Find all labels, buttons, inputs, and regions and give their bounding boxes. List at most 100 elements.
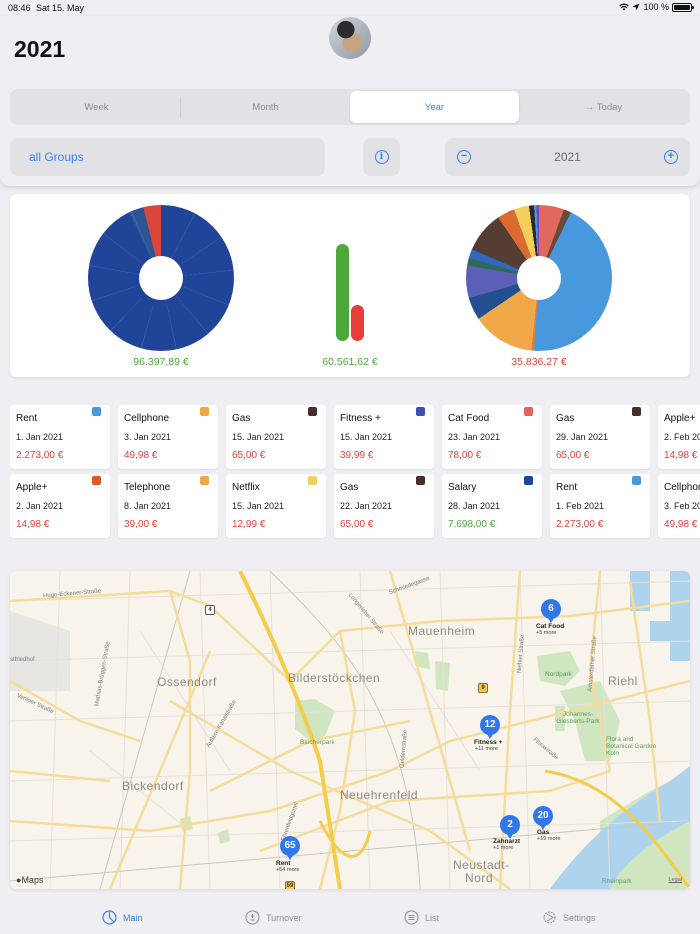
expense-donut-chart[interactable] xyxy=(466,205,612,351)
category-color-dot xyxy=(632,476,641,485)
groups-filter-button[interactable]: all Groups xyxy=(10,138,325,176)
transaction-card[interactable]: Apple+ 2. Jan 2021 14,98 € xyxy=(10,474,110,538)
park-label: Flora and Botanical Garden Koln xyxy=(606,736,657,757)
transaction-card[interactable]: Gas 22. Jan 2021 65,00 € xyxy=(334,474,434,538)
transaction-card[interactable]: Apple+ 2. Feb 2021 14,98 € xyxy=(658,405,700,469)
category-color-dot xyxy=(200,476,209,485)
transaction-amount: 39,99 € xyxy=(340,450,374,461)
info-button[interactable]: i xyxy=(363,138,400,176)
transaction-amount: 65,00 € xyxy=(556,450,590,461)
category-color-dot xyxy=(92,476,101,485)
park-label: Nordpark xyxy=(545,671,572,678)
wifi-icon xyxy=(619,3,630,11)
transaction-amount: 7.698,00 € xyxy=(448,519,496,530)
status-date: Sat 15. May xyxy=(36,3,85,13)
district-label: Neuehrenfeld xyxy=(340,788,419,802)
transaction-card[interactable]: Rent 1. Feb 2021 2.273,00 € xyxy=(550,474,650,538)
transaction-amount: 14,98 € xyxy=(664,450,698,461)
tab-settings[interactable]: Settings xyxy=(542,910,596,925)
transaction-card[interactable]: Fitness + 15. Jan 2021 39,99 € xyxy=(334,405,434,469)
transaction-name: Apple+ xyxy=(664,413,696,424)
transaction-card[interactable]: Telephone 8. Jan 2021 39,00 € xyxy=(118,474,218,538)
transaction-amount: 49,98 € xyxy=(124,450,158,461)
district-label: Ossendorf xyxy=(157,675,217,689)
cemetery-label: stfriedhof xyxy=(10,657,35,663)
transaction-name: Salary xyxy=(448,482,477,493)
gear-icon xyxy=(543,911,556,924)
transaction-card[interactable]: Netflix 15. Jan 2021 12,99 € xyxy=(226,474,326,538)
category-color-dot xyxy=(92,407,101,416)
road-badge: 4 xyxy=(205,605,215,615)
list-icon xyxy=(404,910,419,925)
transaction-name: Gas xyxy=(340,482,359,493)
transaction-name: Netflix xyxy=(232,482,260,493)
transaction-card[interactable]: Cat Food 23. Jan 2021 78,00 € xyxy=(442,405,542,469)
pin-more: +19 more xyxy=(537,836,561,842)
pin-more: +11 more xyxy=(475,746,498,752)
legal-link[interactable]: Legal xyxy=(668,877,682,883)
district-label: Mauenheim xyxy=(408,624,476,638)
transaction-card[interactable]: Gas 29. Jan 2021 65,00 € xyxy=(550,405,650,469)
transaction-card[interactable]: Gas 15. Jan 2021 65,00 € xyxy=(226,405,326,469)
road-badge: 9 xyxy=(478,683,488,693)
tab-label: Main xyxy=(123,912,143,923)
district-label: Bilderstöckchen xyxy=(288,671,381,685)
category-color-dot xyxy=(524,476,533,485)
plus-circle-icon[interactable]: + xyxy=(664,150,678,164)
transaction-name: Rent xyxy=(16,413,38,424)
transactions-map[interactable]: Ossendorf Bilderstöckchen Mauenheim Rieh… xyxy=(10,571,690,889)
transaction-amount: 39,00 € xyxy=(124,519,158,530)
transaction-date: 15. Jan 2021 xyxy=(232,501,285,511)
category-color-dot xyxy=(524,407,533,416)
tab-label: Settings xyxy=(563,912,596,923)
pin-more: +1 more xyxy=(493,845,514,851)
transaction-name: Apple+ xyxy=(16,482,48,493)
map-pin-fitness[interactable]: 12 xyxy=(480,715,500,739)
park-label: Johannes-Giesberts-Park xyxy=(556,711,600,725)
tab-label: Turnover xyxy=(266,912,302,923)
minus-circle-icon[interactable]: − xyxy=(457,150,471,164)
tab-turnover[interactable]: Turnover xyxy=(245,910,302,925)
transaction-card[interactable]: Rent 1. Jan 2021 2.273,00 € xyxy=(10,405,110,469)
pin-title: Rent xyxy=(276,860,291,867)
map-pin-gas[interactable]: 20 xyxy=(533,806,553,830)
tab-today[interactable]: → Today xyxy=(584,101,623,113)
transaction-card[interactable]: Salary 28. Jan 2021 7.698,00 € xyxy=(442,474,542,538)
map-pin-cat-food[interactable]: 6 xyxy=(541,599,561,623)
transaction-name: Cat Food xyxy=(448,413,490,424)
tab-label: List xyxy=(425,912,440,923)
battery-icon xyxy=(672,2,694,12)
transaction-card[interactable]: Cellphone 3. Jan 2021 49,98 € xyxy=(118,405,218,469)
transaction-date: 2. Jan 2021 xyxy=(16,501,64,511)
avatar[interactable] xyxy=(329,17,371,59)
transaction-card[interactable]: Cellphone 3. Feb 2021 49,98 € xyxy=(658,474,700,538)
transaction-amount: 49,98 € xyxy=(664,519,698,530)
transaction-name: Gas xyxy=(232,413,251,424)
tab-main[interactable]: Main xyxy=(102,910,143,925)
maps-logo: ●Maps xyxy=(16,875,44,885)
category-color-dot xyxy=(308,476,317,485)
transaction-amount: 2.273,00 € xyxy=(556,519,604,530)
tab-list[interactable]: List xyxy=(404,910,439,925)
transaction-cards: Rent 1. Jan 2021 2.273,00 € Cellphone 3.… xyxy=(10,405,700,540)
category-color-dot xyxy=(632,407,641,416)
income-bar xyxy=(336,244,349,341)
income-donut-chart[interactable] xyxy=(88,205,234,351)
tab-bar: Main Turnover List Settings xyxy=(0,900,700,934)
tab-month[interactable]: Month xyxy=(252,101,279,113)
tab-week[interactable]: Week xyxy=(12,91,181,123)
plus-minus-icon xyxy=(245,910,260,925)
transaction-date: 3. Feb 2021 xyxy=(664,501,700,511)
info-circle-icon: i xyxy=(374,150,389,164)
transaction-date: 3. Jan 2021 xyxy=(124,432,172,442)
transaction-name: Cellphone xyxy=(664,482,700,493)
income-total: 96.397,89 € xyxy=(133,356,189,368)
period-selector: Week Month Year → Today xyxy=(10,89,690,125)
transaction-name: Gas xyxy=(556,413,575,424)
transaction-date: 15. Jan 2021 xyxy=(340,432,393,442)
map-pin-zahnarzt[interactable]: 2 xyxy=(500,815,520,839)
district-label: Riehl xyxy=(608,674,638,688)
transaction-amount: 14,98 € xyxy=(16,519,50,530)
tab-year[interactable]: Year xyxy=(350,91,519,123)
map-pin-rent[interactable]: 65 xyxy=(280,836,300,860)
